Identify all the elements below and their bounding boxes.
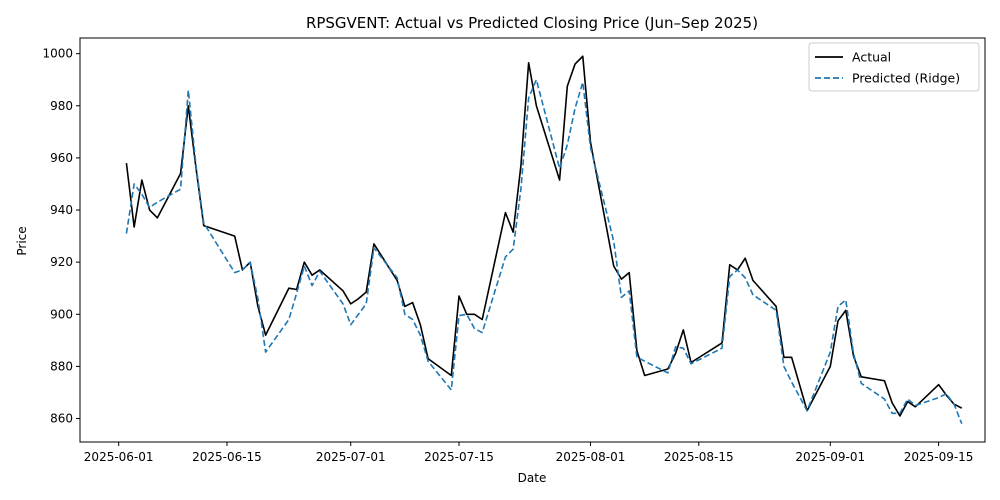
x-tick-label: 2025-06-15	[192, 450, 262, 464]
y-axis-title: Price	[15, 226, 29, 255]
x-tick-label: 2025-09-15	[904, 450, 974, 464]
x-axis: 2025-06-01 2025-06-15 2025-07-01 2025-07-15…	[84, 442, 974, 464]
y-tick-label: 860	[50, 412, 73, 426]
y-tick-label: 940	[50, 203, 73, 217]
y-tick-label: 980	[50, 99, 73, 113]
y-tick-label: 1000	[42, 47, 73, 61]
legend-label: Predicted (Ridge)	[852, 71, 960, 86]
y-tick-label: 960	[50, 151, 73, 165]
x-tick-label: 2025-06-01	[84, 450, 154, 464]
x-axis-title: Date	[518, 471, 547, 485]
x-tick-label: 2025-08-15	[664, 450, 734, 464]
series-layer	[125, 55, 963, 425]
chart-title: RPSGVENT: Actual vs Predicted Closing Pr…	[306, 14, 758, 32]
y-tick-label: 920	[50, 255, 73, 269]
x-tick-label: 2025-07-15	[424, 450, 494, 464]
x-tick-label: 2025-07-01	[316, 450, 386, 464]
series-line	[125, 55, 963, 417]
plot-frame	[79, 37, 986, 443]
x-tick-label: 2025-09-01	[795, 450, 865, 464]
x-tick-label: 2025-08-01	[556, 450, 626, 464]
legend: Actual Predicted (Ridge)	[808, 42, 980, 92]
plot-area	[79, 37, 986, 443]
series-line	[125, 78, 963, 425]
y-tick-label: 900	[50, 307, 73, 321]
y-axis: 860 880 900 920 940 960 980 1000	[42, 47, 80, 426]
legend-frame	[808, 42, 980, 92]
legend-label: Actual	[852, 50, 891, 65]
y-tick-label: 880	[50, 359, 73, 373]
